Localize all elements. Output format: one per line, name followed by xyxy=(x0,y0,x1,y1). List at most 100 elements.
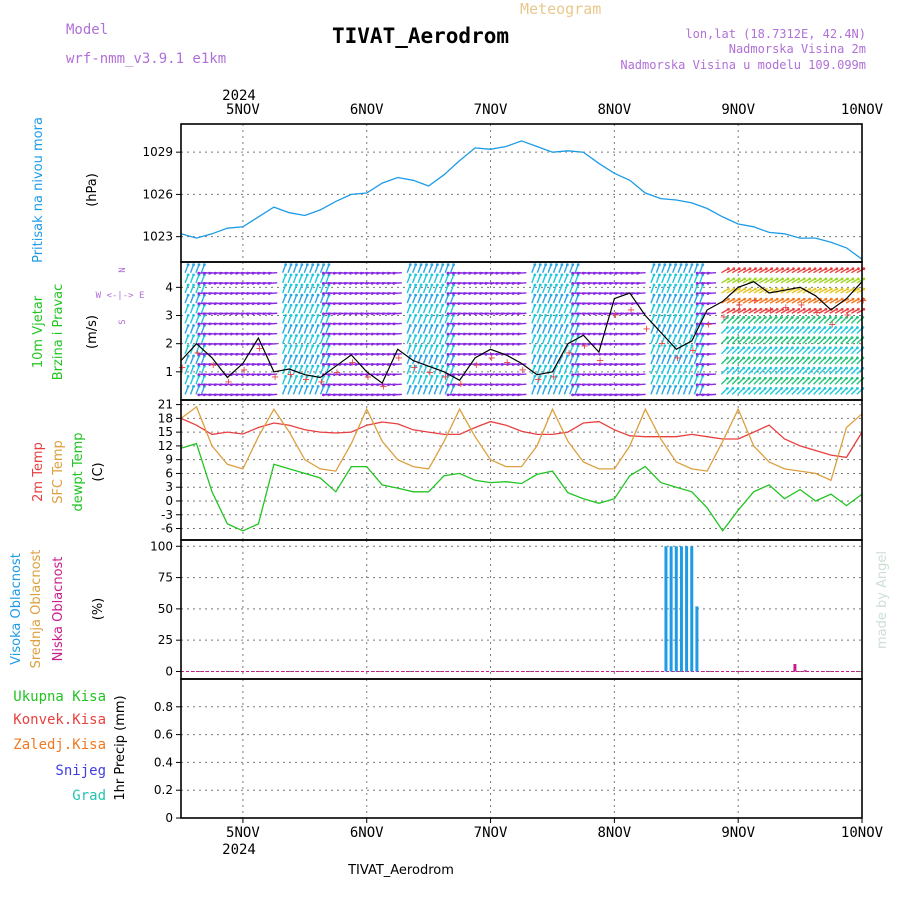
wind-arrow-head xyxy=(343,363,347,366)
wind-arrow-head xyxy=(747,346,751,350)
wind-arrow-head xyxy=(571,332,574,336)
wind-arrow xyxy=(449,274,455,284)
wind-arrow-head xyxy=(208,322,212,326)
cloud-ylabel: Visoka Oblacnost Srednja Oblacnost Niska… xyxy=(9,550,106,669)
wind-arrow-head xyxy=(376,332,379,336)
wind-arrow xyxy=(406,264,411,273)
wind-arrow xyxy=(769,316,777,324)
wind-arrow-head xyxy=(208,383,212,387)
wind-arrow xyxy=(791,316,799,324)
wind-arrow-head xyxy=(753,326,756,329)
wind-arrow xyxy=(682,365,688,375)
wind-arrow xyxy=(753,327,761,335)
wind-arrow-head xyxy=(679,313,683,317)
wind-arrow xyxy=(189,355,195,365)
wind-arrow-head xyxy=(267,352,271,356)
wind-arrow-head xyxy=(349,332,352,336)
wind-arrow-head xyxy=(801,346,805,350)
wind-arrow-head xyxy=(332,302,336,306)
wind-arrow-head xyxy=(824,307,828,311)
wind-arrow xyxy=(287,315,292,324)
wind-arrow-head xyxy=(582,302,585,306)
wind-arrow-head xyxy=(576,363,580,366)
wind-arrow-head xyxy=(473,281,477,285)
wind-arrow xyxy=(449,386,455,395)
wind-arrow xyxy=(536,264,541,273)
page-title: TIVAT_Aerodrom xyxy=(332,24,509,48)
wind-arrow-head xyxy=(668,313,672,317)
wind-arrow-head xyxy=(582,352,585,356)
wind-arrow xyxy=(292,355,298,365)
wind-arrow xyxy=(780,377,788,385)
wind-arrow xyxy=(720,367,728,375)
wind-arrow xyxy=(449,365,455,375)
wind-arrow-head xyxy=(430,324,434,327)
wind-arrow xyxy=(731,316,739,324)
wind-arrow-head xyxy=(419,374,423,378)
wind-arrow-head xyxy=(295,384,298,388)
wind-arrow-head xyxy=(609,352,612,356)
wind-arrow-head xyxy=(327,363,331,366)
wind-arrow-head xyxy=(408,354,412,358)
wind-arrow-head xyxy=(560,384,564,388)
wind-arrow xyxy=(834,357,842,365)
wind-arrow-head xyxy=(823,386,827,390)
wind-arrow xyxy=(195,345,200,355)
wind-arrow-head xyxy=(224,383,228,387)
wind-arrow xyxy=(666,325,671,334)
cloud-high-bar xyxy=(664,546,668,672)
wind-arrow xyxy=(666,386,671,395)
wind-arrow-head xyxy=(484,342,488,346)
precip-ytick-label: 0 xyxy=(165,811,173,825)
wind-arrow-head xyxy=(370,302,374,306)
wind-arrow xyxy=(281,335,287,344)
wind-arrow-head xyxy=(801,366,805,370)
wind-arrow xyxy=(726,316,734,324)
wind-arrow xyxy=(796,316,804,324)
wind-arrow xyxy=(661,365,666,375)
wind-arrow-head xyxy=(256,292,260,295)
wind-ytick-label: 3 xyxy=(165,309,173,323)
wind-arrow xyxy=(444,305,449,314)
wind-arrow xyxy=(558,345,563,355)
wind-arrow xyxy=(775,377,783,385)
wind-arrow xyxy=(428,335,433,344)
wind-arrow-head xyxy=(609,322,612,326)
wind-arrow-head xyxy=(769,366,773,370)
wind-arrow-head xyxy=(386,352,390,356)
wind-arrow-head xyxy=(668,374,672,378)
wind-arrow xyxy=(850,357,858,365)
wind-arrow xyxy=(200,264,206,273)
wind-arrow xyxy=(287,345,292,355)
wind-arrow-head xyxy=(224,271,228,275)
bottom-x-tick: 9NOV xyxy=(721,825,755,841)
wind-arrow-head xyxy=(807,315,811,319)
wind-arrow xyxy=(200,375,206,385)
wind-arrow-head xyxy=(305,354,309,358)
wind-arrow-head xyxy=(495,312,499,316)
wind-arrow xyxy=(834,337,842,345)
wind-arrow-head xyxy=(213,312,217,316)
wind-arrow xyxy=(189,335,195,344)
wind-arrow-head xyxy=(737,307,741,311)
wind-arrow xyxy=(531,294,536,304)
wind-arrow-head xyxy=(446,322,450,326)
wind-arrow-head xyxy=(592,302,596,306)
wind-arrow-head xyxy=(706,271,710,275)
wind-arrow-head xyxy=(571,263,575,267)
wind-arrow xyxy=(433,325,438,334)
wind-arrow-head xyxy=(435,303,439,307)
wind-arrow xyxy=(200,274,206,284)
wind-arrow-head xyxy=(791,366,794,370)
wind-arrow xyxy=(834,387,842,395)
wind-arrow-head xyxy=(742,336,746,340)
legend-zaledj-kisa: Zaledj.Kisa xyxy=(13,737,106,753)
wind-arrow xyxy=(823,367,831,375)
wind-arrow xyxy=(769,357,777,365)
wind-arrow-head xyxy=(300,263,304,267)
wind-arrow xyxy=(189,386,195,395)
wind-arrow-head xyxy=(224,322,228,326)
wind-arrow-head xyxy=(365,342,369,346)
wind-arrow-head xyxy=(479,302,482,306)
wind-arrow xyxy=(840,347,848,355)
